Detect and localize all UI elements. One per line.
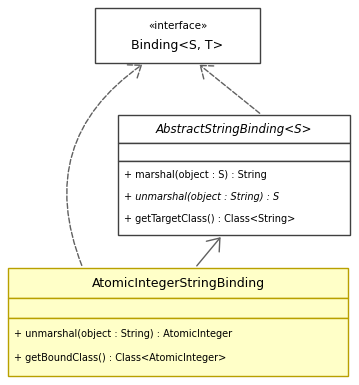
Text: + marshal(object : S) : String: + marshal(object : S) : String [124,170,267,180]
Text: + getTargetClass() : Class<String>: + getTargetClass() : Class<String> [124,214,295,224]
Bar [118,161,350,235]
Text: + unmarshal(object : String) : S: + unmarshal(object : String) : S [124,192,279,202]
Bar [8,298,348,318]
Text: AtomicIntegerStringBinding: AtomicIntegerStringBinding [92,276,265,290]
Text: Binding<S, T>: Binding<S, T> [131,39,224,52]
Text: + getBoundClass() : Class<AtomicInteger>: + getBoundClass() : Class<AtomicInteger> [14,353,226,363]
Text: + unmarshal(object : String) : AtomicInteger: + unmarshal(object : String) : AtomicInt… [14,329,232,339]
Text: «interface»: «interface» [148,21,207,30]
Bar [118,115,350,143]
Bar [8,268,348,298]
Bar [95,8,260,63]
Bar [118,143,350,161]
Text: AbstractStringBinding<S>: AbstractStringBinding<S> [156,122,312,136]
Bar [8,318,348,376]
